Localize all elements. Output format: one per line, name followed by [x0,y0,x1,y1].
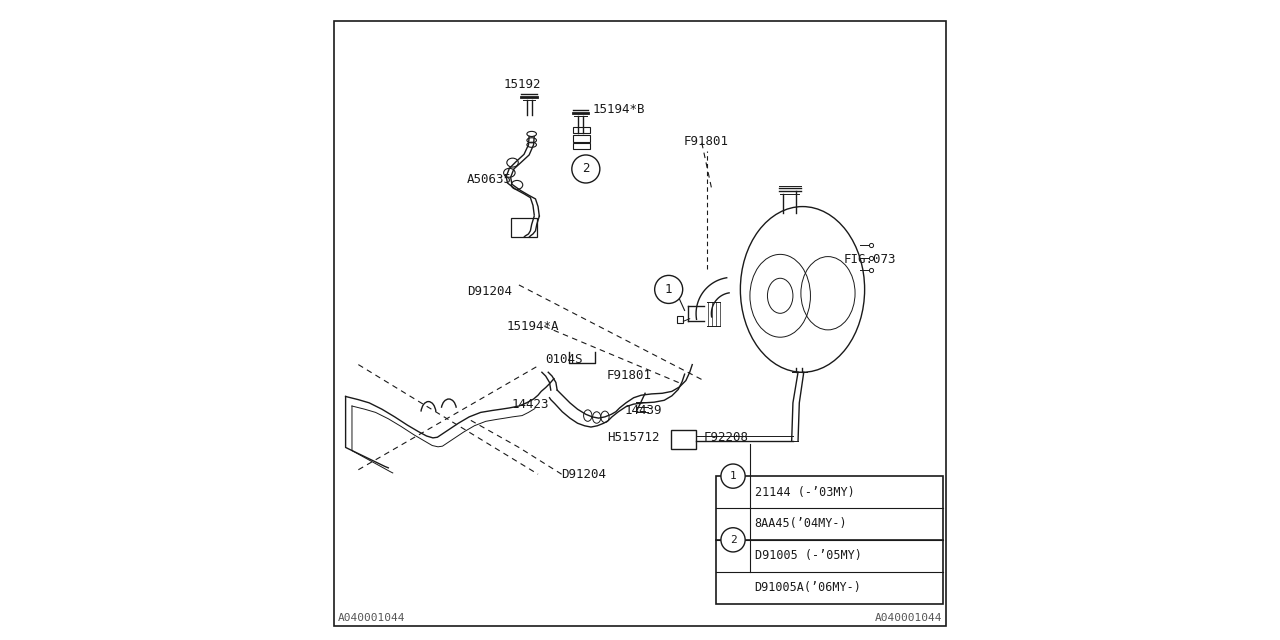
Text: H515712: H515712 [607,431,659,444]
Bar [573,135,590,141]
Circle shape [572,155,600,183]
Text: A50635: A50635 [467,173,512,186]
Text: 15192: 15192 [503,77,541,91]
Text: F91801: F91801 [607,369,652,382]
Text: 1: 1 [664,283,672,296]
Text: 1: 1 [730,471,736,481]
Text: 14423: 14423 [511,398,549,412]
Bar [671,429,696,449]
Circle shape [721,464,745,488]
Circle shape [654,275,682,303]
Circle shape [721,528,745,552]
Text: D91204: D91204 [467,285,512,298]
Bar [717,476,942,604]
Text: 2: 2 [730,535,736,545]
Text: D91005 (-’05MY): D91005 (-’05MY) [755,549,861,563]
Text: A040001044: A040001044 [338,612,404,623]
Text: F91801: F91801 [684,135,728,148]
Text: A040001044: A040001044 [876,612,942,623]
Bar [677,316,684,323]
Text: 0104S: 0104S [545,353,584,366]
Text: D91204: D91204 [562,468,607,481]
Text: FIG.073: FIG.073 [844,253,896,266]
Bar [511,218,536,237]
Text: 21144 (-’03MY): 21144 (-’03MY) [755,486,855,499]
Bar [573,127,590,133]
Text: 15194*B: 15194*B [593,103,645,116]
Text: F92208: F92208 [704,431,749,444]
Text: D91005A(’06MY-): D91005A(’06MY-) [755,581,861,594]
Bar [573,143,590,149]
Text: 2: 2 [582,163,590,175]
Text: 8AA45(’04MY-): 8AA45(’04MY-) [755,517,847,531]
Text: 15194*A: 15194*A [506,320,558,333]
Text: 14439: 14439 [625,404,662,417]
